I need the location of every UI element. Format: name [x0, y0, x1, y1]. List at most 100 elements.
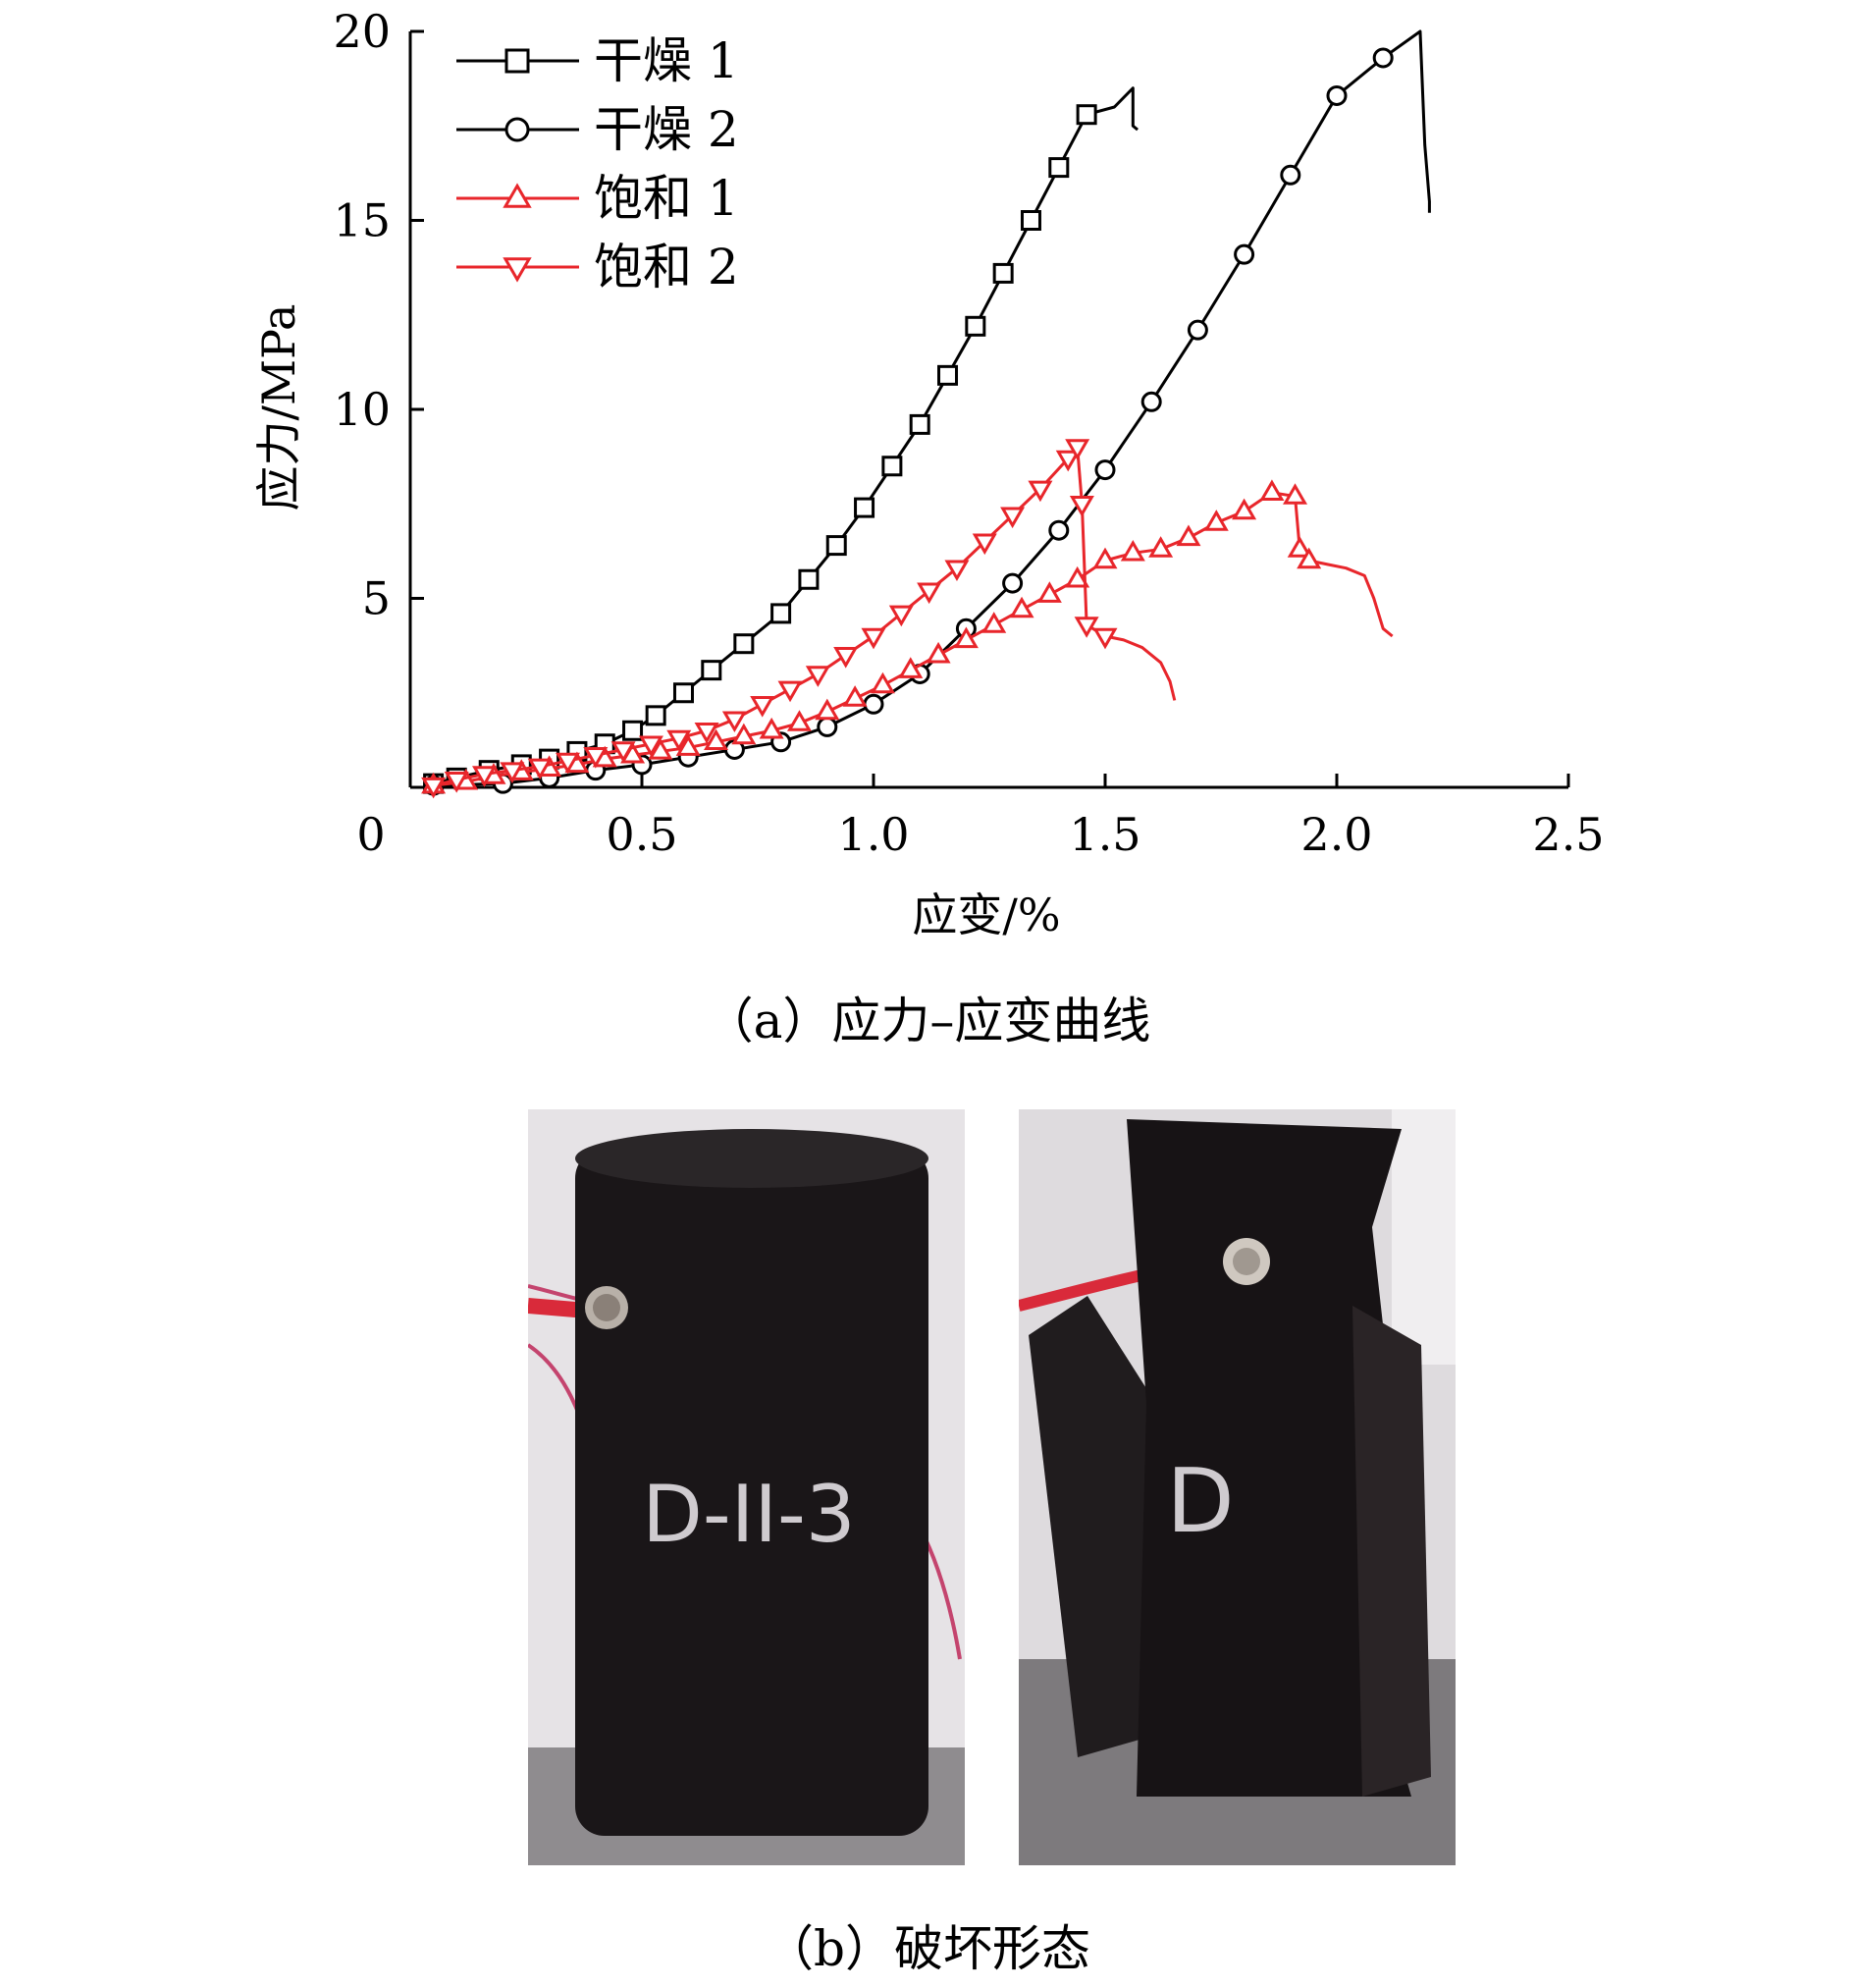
data-point-circle: [817, 716, 838, 737]
data-point-triangle-down: [1074, 617, 1099, 638]
data-point-triangle-up: [1287, 536, 1312, 558]
x-tick-label: 0: [356, 808, 385, 861]
data-point-triangle-up: [1120, 539, 1145, 562]
x-tick-label: 2.0: [1300, 808, 1372, 861]
data-point-circle: [863, 693, 884, 715]
data-point-triangle-up: [1232, 498, 1257, 520]
data-point-square: [504, 48, 530, 74]
y-tick-label: 20: [333, 5, 391, 58]
data-point-square: [701, 660, 722, 681]
data-point-triangle-down: [721, 711, 747, 733]
data-point-square: [1020, 210, 1041, 231]
data-point-triangle-down: [666, 729, 692, 752]
data-point-circle: [1187, 319, 1208, 341]
data-point-triangle-up: [926, 641, 951, 664]
data-point-circle: [1326, 84, 1348, 106]
data-point-triangle-down: [888, 605, 914, 627]
data-point-circle: [1140, 391, 1162, 412]
data-point-triangle-up: [1065, 565, 1090, 588]
data-point-square: [1076, 104, 1097, 126]
data-point-triangle-down: [1055, 450, 1081, 472]
specimen-photo-dry: D-II-3: [528, 1109, 965, 1865]
data-point-triangle-up: [1203, 510, 1229, 531]
data-point-circle: [1280, 164, 1301, 186]
chart-axes: 0 0.5 1.0 1.5 2.0 2.5 5 10 15 20: [333, 5, 1604, 861]
data-point-circle: [504, 117, 530, 142]
data-point-triangle-down: [421, 777, 447, 799]
x-tick-label: 0.5: [606, 808, 677, 861]
legend-label: 饱和 2: [594, 239, 739, 296]
data-point-triangle-up: [786, 710, 812, 731]
data-point-square: [937, 364, 959, 386]
data-point-triangle-up: [648, 738, 673, 760]
data-point-square: [770, 603, 792, 624]
legend-label: 干燥 1: [594, 32, 739, 89]
data-point-triangle-up: [953, 626, 979, 649]
data-point-circle: [1002, 572, 1024, 594]
series-1: [423, 86, 1139, 794]
specimen-label-saturated: D: [1166, 1450, 1234, 1553]
data-point-triangle-down: [917, 582, 942, 605]
data-point-triangle-down: [1065, 439, 1090, 460]
data-point-triangle-down: [500, 762, 525, 784]
data-point-triangle-up: [842, 685, 868, 707]
data-point-triangle-up: [1259, 479, 1285, 501]
y-axis-label: 应力/MPa: [252, 304, 305, 511]
data-point-square: [881, 456, 903, 477]
data-point-triangle-up: [675, 734, 701, 756]
specimen-label-dry: D-II-3: [642, 1469, 855, 1560]
x-tick-label: 2.5: [1532, 808, 1604, 861]
data-point-triangle-down: [805, 666, 830, 687]
data-point-square: [825, 535, 847, 557]
data-point-triangle-down: [750, 696, 775, 718]
series-4: [421, 439, 1177, 799]
stress-strain-chart: 0 0.5 1.0 1.5 2.0 2.5 5 10 15 20 干燥 1 干燥 2 饱和 1 饱和 2…: [252, 5, 1605, 941]
legend-entry: 饱和 1: [456, 170, 739, 227]
data-point-triangle-up: [981, 612, 1007, 633]
y-tick-label: 5: [362, 572, 391, 625]
data-point-triangle-down: [472, 766, 498, 787]
series-2: [423, 29, 1431, 796]
data-point-square: [622, 720, 644, 741]
x-axis-label: 应变/%: [912, 888, 1060, 941]
specimen-photo-saturated: D: [1019, 1109, 1456, 1865]
data-point-square: [733, 633, 755, 655]
data-point-square: [1048, 157, 1070, 179]
chart-series-layer: [421, 29, 1431, 799]
caption-failure-mode: （b）破坏形态: [764, 1920, 1090, 1977]
data-point-triangle-up: [1297, 547, 1322, 569]
data-point-triangle-up: [898, 657, 924, 678]
data-point-triangle-up: [870, 672, 895, 694]
data-point-triangle-down: [1000, 507, 1026, 529]
data-point-triangle-down: [777, 680, 803, 703]
data-point-triangle-up: [759, 717, 784, 739]
series-line: [433, 29, 1431, 787]
data-point-circle: [1372, 47, 1394, 69]
data-point-triangle-down: [583, 747, 609, 769]
data-point-triangle-down: [638, 735, 663, 758]
data-point-triangle-down: [527, 758, 553, 780]
data-point-triangle-up: [1009, 596, 1034, 618]
data-point-triangle-down: [1028, 480, 1053, 503]
series-3: [421, 479, 1394, 794]
legend-label: 干燥 2: [594, 101, 739, 158]
data-point-triangle-down: [503, 257, 532, 283]
data-point-triangle-down: [972, 533, 997, 556]
data-point-circle: [1234, 243, 1255, 265]
series-line: [433, 86, 1139, 785]
legend-entry: 饱和 2: [456, 239, 739, 296]
data-point-square: [798, 568, 820, 590]
data-point-square: [645, 705, 666, 726]
data-point-square: [965, 315, 986, 337]
data-point-triangle-up: [731, 723, 757, 745]
legend-entry: 干燥 2: [456, 101, 739, 158]
data-point-circle: [1094, 459, 1116, 481]
data-point-square: [672, 682, 694, 704]
data-point-triangle-down: [610, 741, 636, 763]
data-point-triangle-down: [833, 647, 859, 669]
data-point-triangle-up: [815, 698, 840, 721]
legend-entry: 干燥 1: [456, 32, 739, 89]
data-point-triangle-down: [1092, 627, 1118, 650]
y-tick-label: 15: [333, 194, 391, 247]
data-point-triangle-down: [694, 723, 719, 744]
